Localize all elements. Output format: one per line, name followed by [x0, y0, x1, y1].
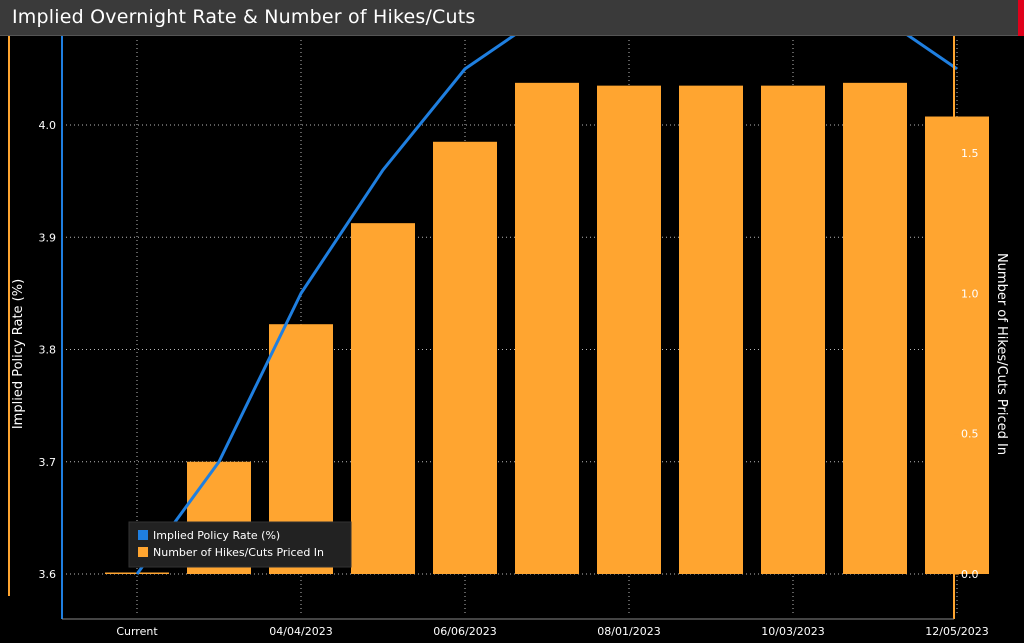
y-tick-right-label: 1.5: [961, 147, 979, 160]
bar: [679, 85, 743, 574]
bar: [433, 141, 497, 575]
y-tick-right-label: 0.0: [961, 568, 979, 581]
y-tick-left-label: 3.7: [39, 456, 57, 469]
axis-layer: 3.6 3.7 3.8 3.9 4.0 0.0 0.5 1.0 1.5 Current 04/04/…: [8, 36, 989, 638]
legend-background: [128, 521, 352, 568]
legend: Implied Policy Rate (%) Number of Hikes/…: [128, 521, 352, 568]
chart-title: Implied Overnight Rate & Number of Hikes…: [12, 6, 476, 28]
bar: [843, 82, 907, 575]
y-tick-right-label: 1.0: [961, 287, 979, 300]
bar: [351, 223, 415, 574]
chart-title-bar: Implied Overnight Rate & Number of Hikes…: [0, 0, 1024, 36]
legend-swatch-bar: [138, 547, 148, 557]
x-tick-label: 12/05/2023: [925, 625, 988, 638]
bar: [925, 116, 989, 574]
y-tick-left-label: 3.6: [39, 568, 57, 581]
title-accent-stripe: [1018, 0, 1024, 36]
y-axis-left-title: Implied Policy Rate (%): [11, 279, 26, 429]
bar: [761, 85, 825, 574]
x-tick-label: Current: [116, 625, 158, 638]
bar: [597, 85, 661, 574]
y-tick-right-label: 0.5: [961, 428, 979, 441]
x-tick-label: 08/01/2023: [597, 625, 660, 638]
legend-swatch-line: [138, 530, 148, 540]
bar: [515, 82, 579, 575]
series-line-implied-rate: [135, 36, 958, 575]
legend-label-line: Implied Policy Rate (%): [153, 529, 280, 542]
y-axis-right-title: Number of Hikes/Cuts Priced In: [994, 253, 1009, 455]
chart: 3.6 3.7 3.8 3.9 4.0 0.0 0.5 1.0 1.5 Current 04/04/…: [8, 36, 1009, 638]
y-tick-left-label: 4.0: [39, 119, 57, 132]
x-tick-label: 04/04/2023: [269, 625, 332, 638]
x-tick-label: 10/03/2023: [761, 625, 824, 638]
y-tick-left-label: 3.9: [39, 231, 57, 244]
y-tick-left-label: 3.8: [39, 344, 57, 357]
legend-label-bar: Number of Hikes/Cuts Priced In: [153, 546, 324, 559]
x-tick-label: 06/06/2023: [433, 625, 496, 638]
line-layer: [135, 36, 958, 575]
bar-layer: [105, 82, 989, 575]
